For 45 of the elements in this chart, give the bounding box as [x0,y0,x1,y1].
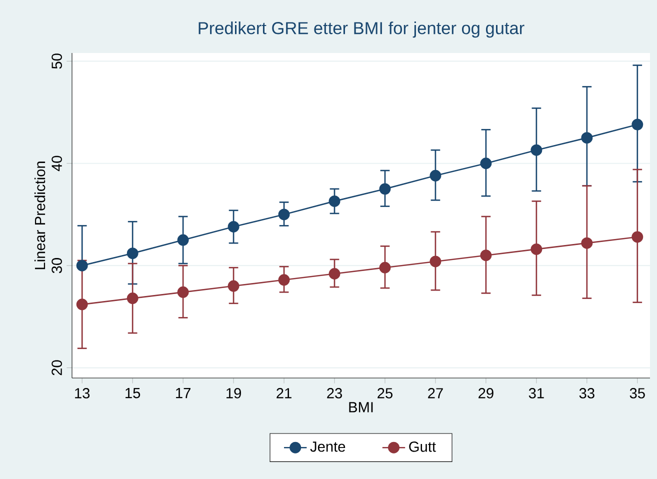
chart-title: Predikert GRE etter BMI for jenter og gutar [198,22,524,38]
x-axis-title: BMI [349,402,373,412]
x-tick-label: 19 [226,388,241,398]
x-tick-label: 27 [428,388,443,398]
point [177,234,189,246]
y-tick-label: 40 [52,156,62,172]
point [76,260,88,272]
point [480,158,492,170]
point [379,262,391,274]
x-tick-label: 33 [579,388,594,398]
point [480,250,492,262]
x-tick-label: 31 [528,388,544,398]
point [177,286,189,298]
x-tick-label: 29 [478,388,494,398]
point [328,195,340,207]
x-tick-label: 17 [176,388,190,398]
x-tick-label: 35 [630,388,645,398]
point [328,268,340,280]
y-tick-label: 50 [52,54,62,69]
legend-label: Jente [310,442,346,452]
point [278,274,290,286]
x-tick-label: 25 [378,388,392,398]
x-tick-label: 21 [276,388,292,398]
point [379,183,391,195]
x-tick-label: 23 [327,388,342,398]
y-tick-label: 20 [52,360,62,376]
legend-label: Gutt [409,442,436,452]
point [228,280,240,292]
point [228,221,240,232]
point [530,144,542,156]
point [581,237,593,249]
y-axis-title: Linear Prediction [34,162,46,270]
point [530,243,542,255]
y-tick-label: 30 [52,258,62,274]
point [581,132,593,144]
point [126,292,138,304]
point [430,256,442,268]
point [430,170,442,182]
point [76,298,88,310]
point [632,118,644,130]
x-tick-label: 13 [75,388,90,398]
point [632,231,644,243]
point [126,248,138,260]
point [278,208,290,220]
x-tick-label: 15 [126,388,140,398]
